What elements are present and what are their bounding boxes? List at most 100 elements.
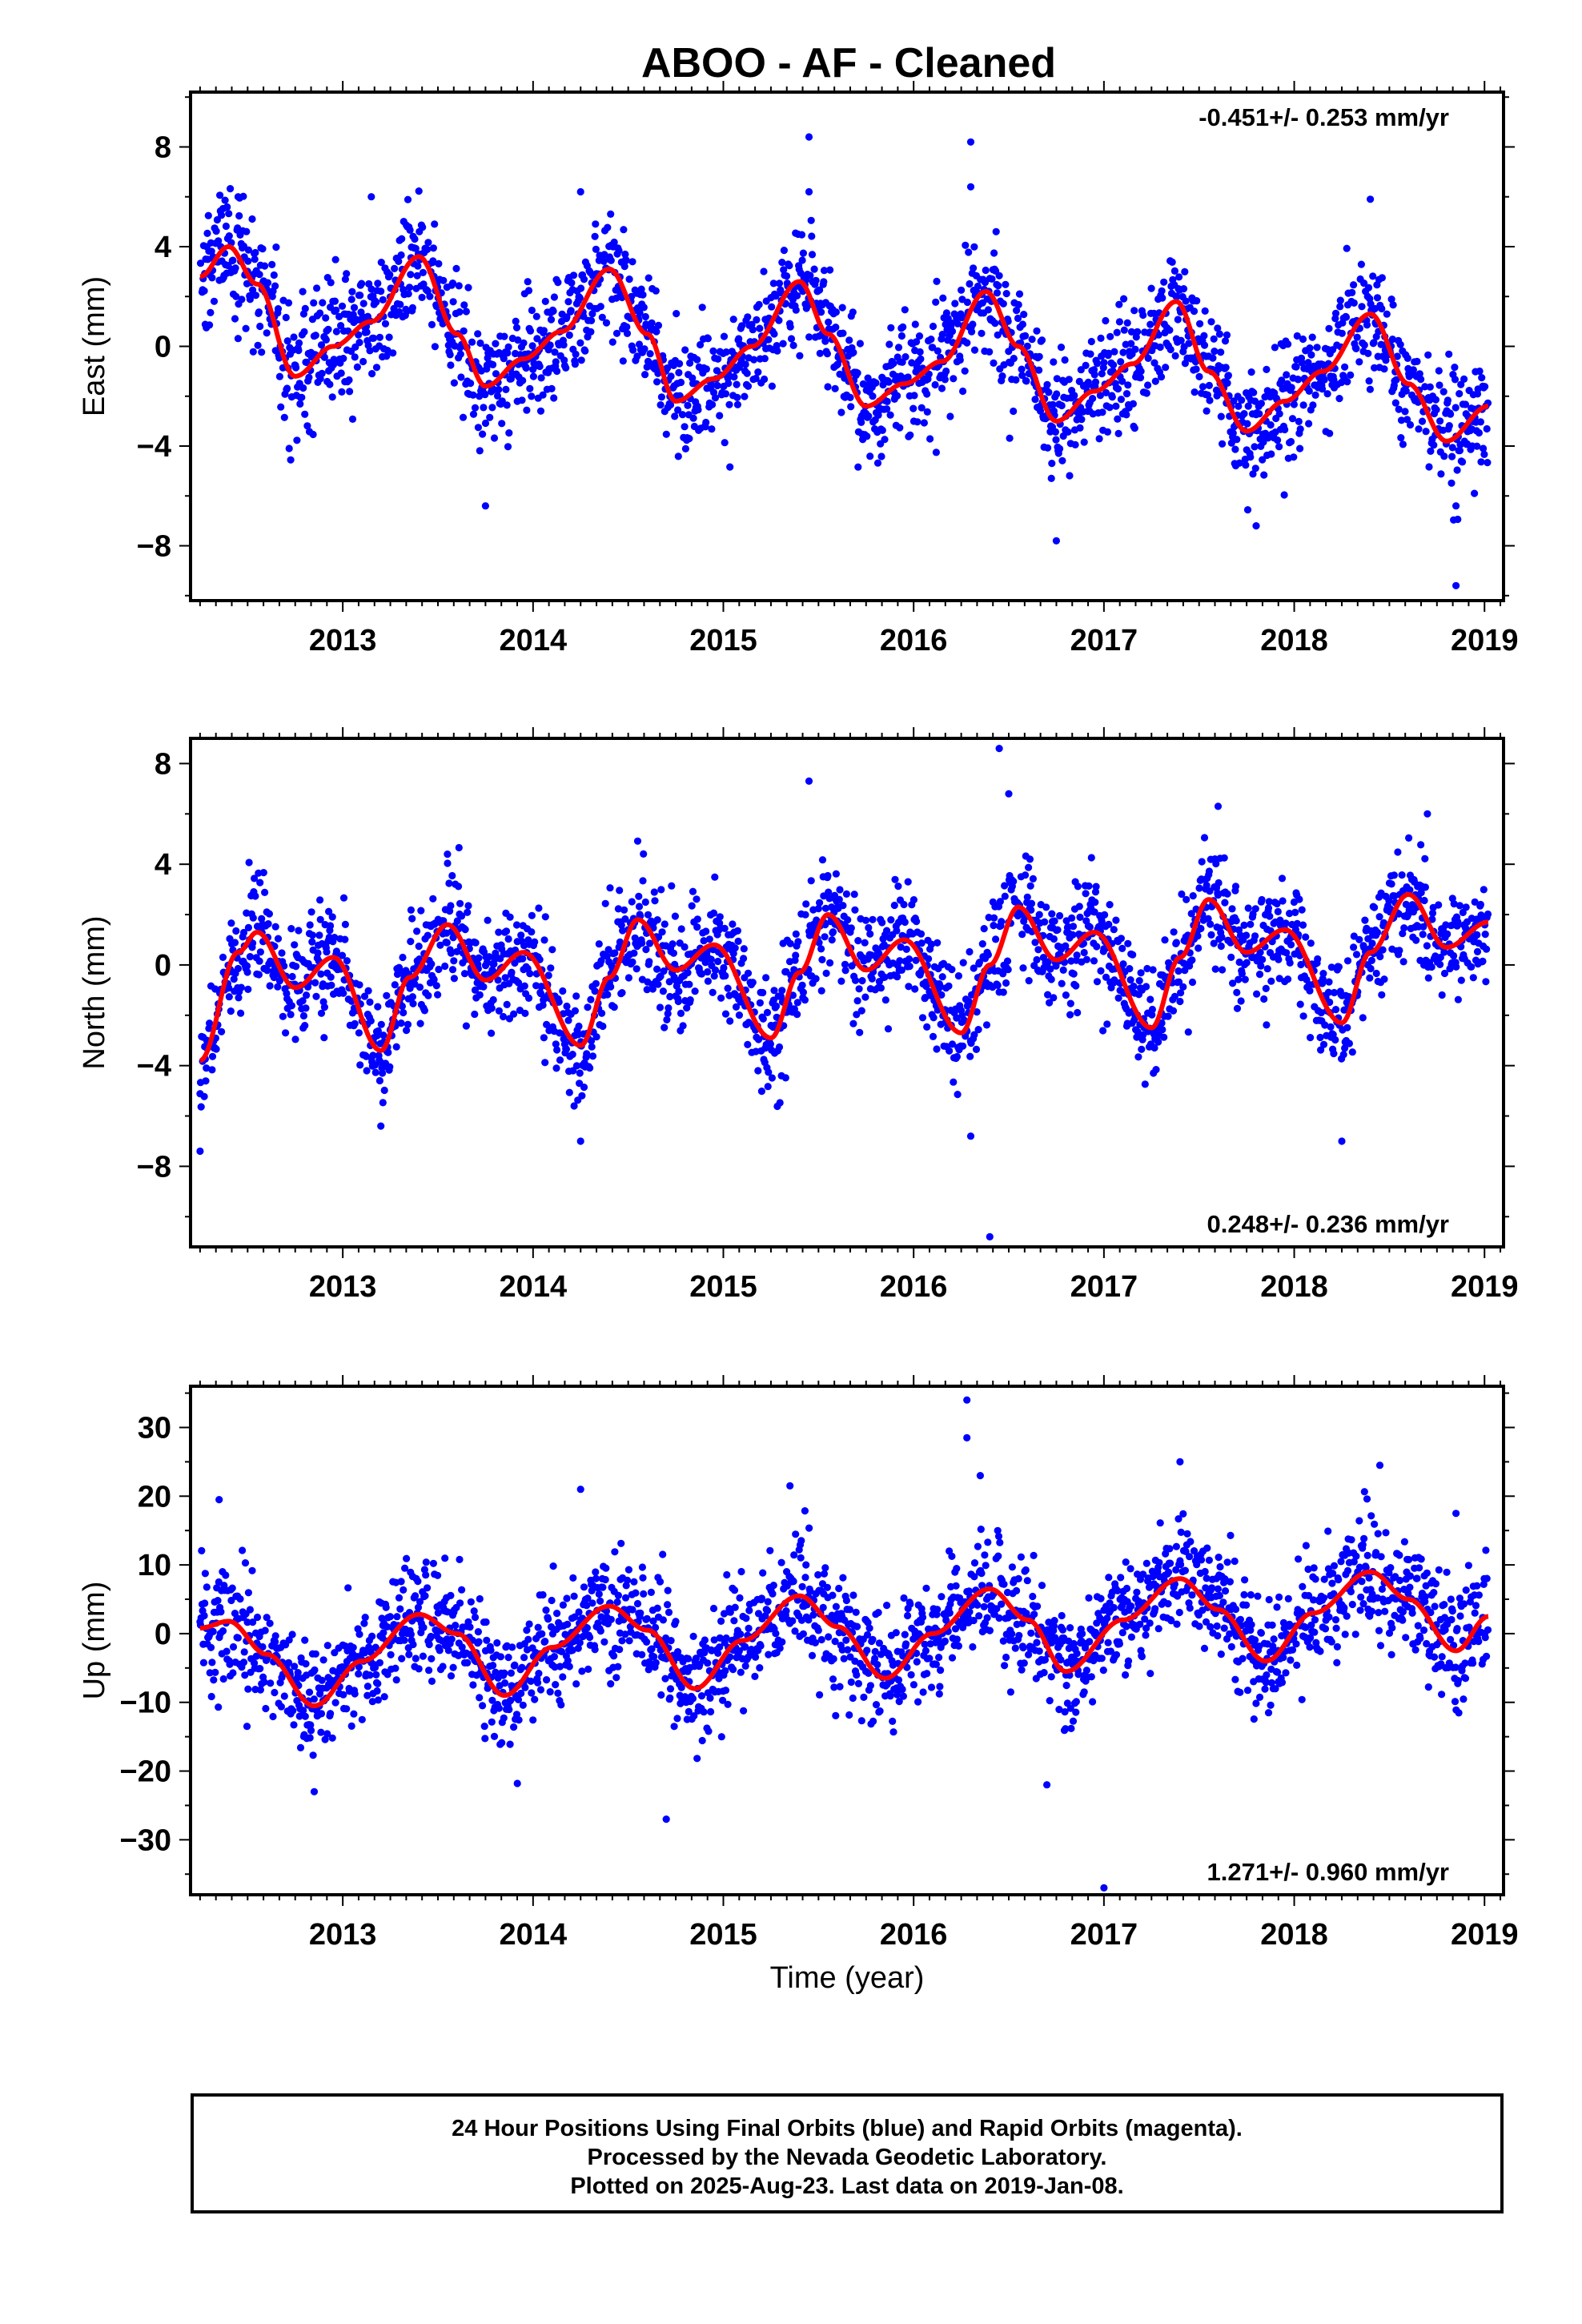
observation-point	[923, 390, 931, 398]
observation-point	[450, 957, 458, 965]
observation-point	[277, 403, 285, 411]
observation-point	[642, 946, 650, 954]
observation-point	[1082, 955, 1090, 963]
observation-point	[861, 916, 870, 924]
observation-point	[370, 334, 378, 342]
observation-point	[1170, 992, 1178, 1000]
observation-point	[815, 939, 823, 947]
observation-point	[929, 322, 938, 331]
observation-point	[1149, 966, 1157, 974]
observation-point	[568, 1051, 576, 1059]
observation-point	[1080, 948, 1088, 957]
observation-point	[798, 981, 806, 989]
observation-point	[1330, 1050, 1338, 1058]
observation-point	[223, 203, 231, 211]
observation-point	[1262, 984, 1270, 992]
observation-point	[531, 938, 539, 946]
observation-point	[1426, 383, 1434, 391]
observation-point	[1220, 854, 1228, 862]
observation-point	[644, 274, 652, 282]
observation-point	[1232, 917, 1240, 925]
observation-point	[1403, 354, 1411, 362]
observation-point	[1176, 997, 1184, 1006]
observation-point	[1171, 352, 1179, 360]
observation-point	[237, 983, 245, 991]
observation-point	[1454, 918, 1462, 926]
observation-point	[1435, 367, 1443, 375]
observation-point	[1395, 405, 1403, 413]
observation-point	[1050, 917, 1058, 925]
observation-point	[317, 341, 326, 349]
observation-point	[1421, 383, 1429, 391]
observation-point	[1122, 411, 1130, 419]
observation-point	[1177, 336, 1185, 344]
observation-point	[462, 308, 471, 316]
observation-point	[456, 308, 464, 316]
observation-point	[1120, 326, 1128, 334]
observation-point	[662, 430, 670, 438]
observation-point	[1090, 908, 1098, 916]
observation-point	[355, 339, 363, 347]
observation-point	[580, 275, 588, 283]
observation-point	[805, 777, 813, 786]
observation-point	[664, 1010, 672, 1018]
observation-point	[278, 949, 286, 957]
observation-point	[1217, 412, 1225, 420]
observation-point	[587, 995, 595, 1003]
observation-point	[945, 982, 953, 990]
observation-point	[203, 229, 211, 237]
observation-point	[730, 373, 738, 381]
observation-point	[859, 380, 867, 388]
observation-point	[988, 275, 996, 283]
observation-point	[1038, 336, 1046, 344]
observation-point	[799, 988, 808, 996]
observation-point	[309, 1751, 317, 1759]
observation-point	[1214, 802, 1223, 810]
observation-point	[244, 1685, 252, 1693]
observation-point	[489, 995, 497, 1004]
observation-point	[1415, 425, 1423, 433]
observation-point	[328, 393, 336, 401]
observation-point	[344, 327, 352, 335]
observation-point	[1044, 991, 1052, 999]
observation-point	[270, 271, 278, 279]
observation-point	[1023, 342, 1031, 350]
observation-point	[314, 949, 322, 957]
observation-point	[313, 284, 321, 292]
observation-point	[929, 344, 937, 352]
observation-point	[1275, 955, 1283, 963]
observation-point	[868, 975, 876, 983]
observation-point	[332, 328, 340, 336]
observation-point	[1010, 878, 1018, 886]
observation-point	[293, 436, 301, 444]
observation-point	[1473, 947, 1482, 955]
observation-point	[1242, 461, 1250, 469]
observation-point	[502, 927, 511, 935]
observation-point	[1325, 324, 1333, 332]
observation-point	[383, 352, 391, 360]
observation-point	[567, 307, 575, 315]
observation-point	[420, 280, 428, 288]
observation-point	[908, 359, 916, 367]
observation-point	[1295, 417, 1303, 426]
observation-point	[697, 970, 706, 978]
observation-point	[625, 275, 633, 283]
observation-point	[899, 323, 907, 331]
observation-point	[484, 916, 492, 924]
observation-point	[1483, 945, 1491, 953]
observation-point	[432, 982, 440, 990]
observation-point	[544, 971, 552, 979]
observation-point	[1296, 1000, 1304, 1008]
observation-point	[363, 1067, 371, 1075]
observation-point	[1367, 964, 1375, 973]
observation-point	[1207, 920, 1215, 928]
observation-point	[1148, 1011, 1156, 1019]
observation-point	[217, 1608, 225, 1616]
observation-point	[1233, 1004, 1242, 1012]
observation-point	[429, 895, 437, 903]
observation-point	[1417, 841, 1425, 849]
observation-point	[1199, 383, 1207, 391]
observation-point	[435, 965, 443, 974]
observation-point	[524, 994, 533, 1002]
